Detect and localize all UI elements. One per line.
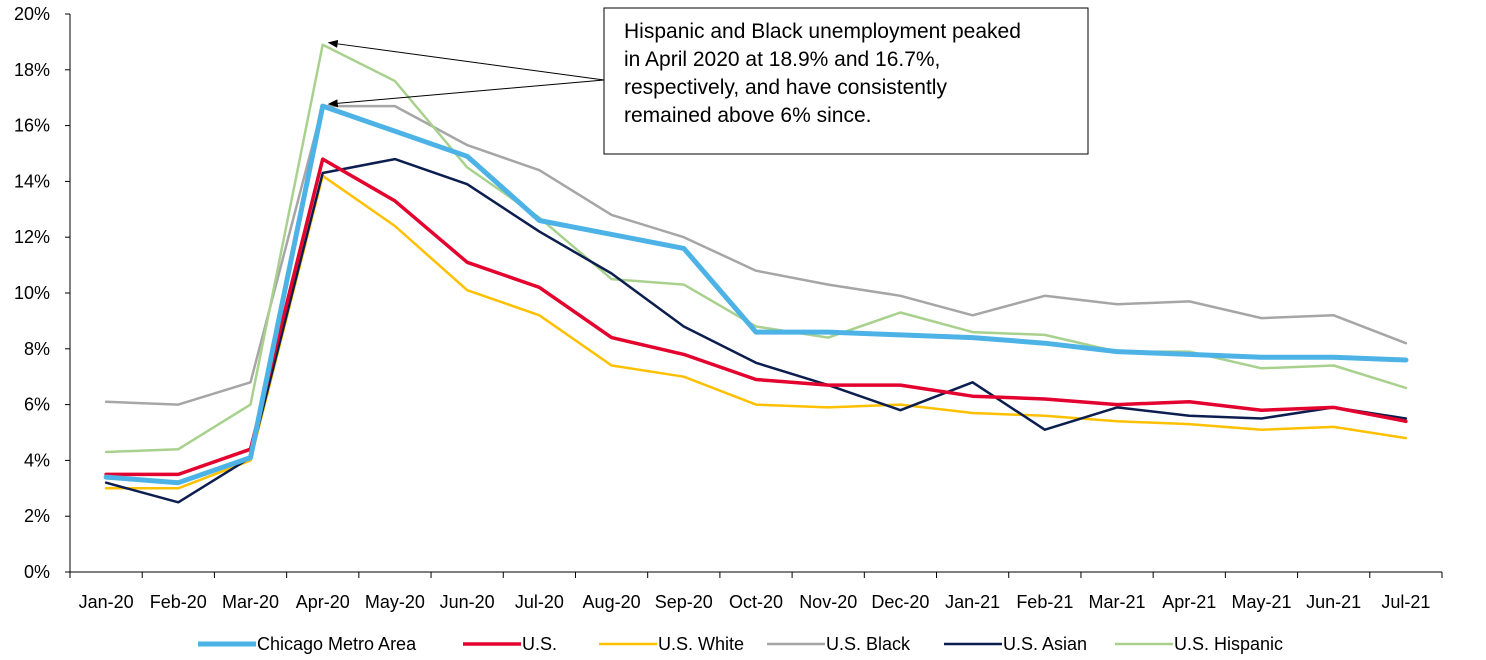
- x-tick-label: Apr-20: [296, 592, 350, 612]
- y-tick-label: 18%: [14, 60, 50, 80]
- annotation-line: respectively, and have consistently: [624, 76, 947, 99]
- annotation-line: remained above 6% since.: [624, 104, 871, 127]
- legend-label-u-s: U.S.: [522, 634, 557, 654]
- annotation-arrow: [329, 43, 604, 80]
- x-tick-label: May-21: [1231, 592, 1291, 612]
- y-tick-label: 12%: [14, 227, 50, 247]
- y-tick-label: 4%: [24, 450, 50, 470]
- x-tick-label: Nov-20: [799, 592, 857, 612]
- legend-label-u-s-black: U.S. Black: [826, 634, 911, 654]
- annotation-line: Hispanic and Black unemployment peaked: [624, 20, 1021, 43]
- y-tick-label: 8%: [24, 339, 50, 359]
- annotation-arrow: [329, 80, 604, 104]
- x-tick-label: Jun-20: [440, 592, 495, 612]
- x-tick-label: Jan-20: [79, 592, 134, 612]
- legend-label-u-s-hispanic: U.S. Hispanic: [1174, 634, 1283, 654]
- annotation-line: in April 2020 at 18.9% and 16.7%,: [624, 48, 940, 71]
- x-tick-label: Feb-20: [150, 592, 207, 612]
- y-tick-label: 16%: [14, 116, 50, 136]
- y-tick-label: 0%: [24, 562, 50, 582]
- y-axis-ticks: 0% 2% 4% 6% 8% 10% 12% 14% 16% 18% 20%: [14, 4, 70, 582]
- x-tick-label: Jul-21: [1381, 592, 1430, 612]
- x-tick-label: Apr-21: [1162, 592, 1216, 612]
- legend: Chicago Metro Area U.S. U.S. White U.S. Bla…: [198, 634, 1283, 654]
- x-tick-label: Oct-20: [729, 592, 783, 612]
- x-tick-label: May-20: [365, 592, 425, 612]
- y-tick-label: 2%: [24, 506, 50, 526]
- legend-label-u-s-white: U.S. White: [658, 634, 744, 654]
- y-tick-label: 14%: [14, 171, 50, 191]
- x-tick-label: Aug-20: [583, 592, 641, 612]
- x-tick-label: Dec-20: [871, 592, 929, 612]
- x-axis-ticks: Jan-20 Feb-20 Mar-20 Apr-20 May-20 Jun-20 Jul-…: [70, 572, 1442, 612]
- x-tick-label: Sep-20: [655, 592, 713, 612]
- x-tick-label: Mar-20: [222, 592, 279, 612]
- y-tick-label: 10%: [14, 283, 50, 303]
- y-tick-label: 20%: [14, 4, 50, 24]
- legend-label-chicago-metro-area: Chicago Metro Area: [257, 634, 417, 654]
- x-tick-label: Jul-20: [515, 592, 564, 612]
- x-tick-label: Mar-21: [1089, 592, 1146, 612]
- y-tick-label: 6%: [24, 395, 50, 415]
- x-tick-label: Jun-21: [1306, 592, 1361, 612]
- legend-label-u-s-asian: U.S. Asian: [1003, 634, 1087, 654]
- x-tick-label: Feb-21: [1016, 592, 1073, 612]
- x-tick-label: Jan-21: [945, 592, 1000, 612]
